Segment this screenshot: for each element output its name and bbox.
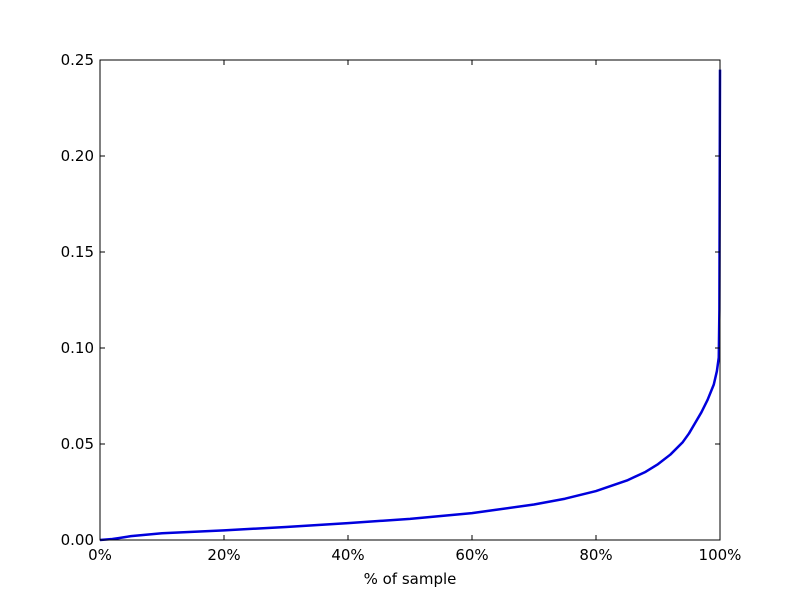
y-tick-label-5: 0.25 [61, 51, 94, 69]
y-tick-label-4: 0.20 [61, 147, 94, 165]
y-tick-label-3: 0.15 [61, 243, 94, 261]
x-tick-label-5: 100% [699, 546, 742, 564]
y-tick-label-0: 0.00 [61, 531, 94, 549]
y-tick-label-1: 0.05 [61, 435, 94, 453]
x-tick-label-2: 40% [331, 546, 364, 564]
x-tick-label-3: 60% [455, 546, 488, 564]
series-line-0 [99, 69, 722, 542]
x-axis-label: % of sample [364, 570, 457, 588]
axes-frame [99, 59, 721, 541]
x-tick-label-1: 20% [207, 546, 240, 564]
x-tick-label-4: 80% [579, 546, 612, 564]
plot-area: 0% 20% 40% 60% 80% 100% 0.00 0.05 0.10 0.15 0.20 0.… [61, 51, 742, 564]
x-tick-label-0: 0% [88, 546, 112, 564]
y-tick-label-2: 0.10 [61, 339, 94, 357]
